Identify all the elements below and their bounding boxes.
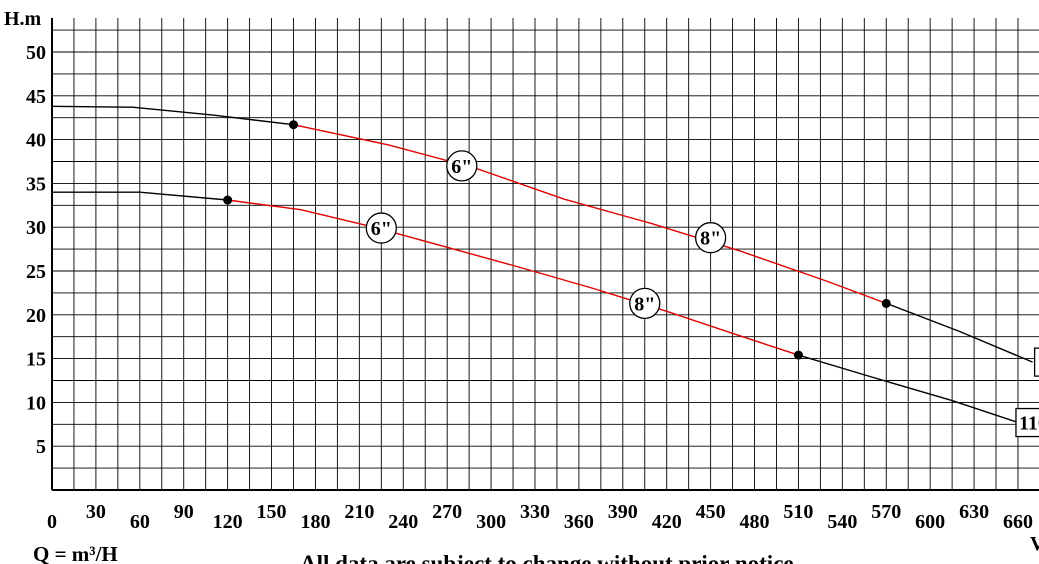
curve-line-left [52,106,294,124]
y-tick-label: 25 [26,261,46,283]
x-tick-label: 90 [174,501,194,523]
x-tick-label: 660 [1003,511,1033,533]
x-tick-label: 60 [130,511,150,533]
operating-point-marker [882,299,891,308]
x-tick-label: 300 [476,511,506,533]
x-tick-label: 420 [652,511,682,533]
y-tick-label: 10 [26,392,46,414]
axes [52,18,1039,490]
x-tick-label: 180 [300,511,330,533]
x-tick-label: 270 [432,501,462,523]
y-tick-label: 45 [26,86,46,108]
x-tick-label: 540 [827,511,857,533]
x-tick-label: 30 [86,501,106,523]
x-axis-label: Q = m³/H [33,542,118,564]
x-tick-label: 330 [520,501,550,523]
y-tick-label: 40 [26,130,46,152]
x-tick-label: 630 [959,501,989,523]
x-tick-label: 480 [740,511,770,533]
x-tick-label: 600 [915,511,945,533]
pipe-size-label: 8" [700,228,721,250]
grid-lines [52,18,1039,490]
y-tick-label: 50 [26,42,46,64]
x-tick-label: 360 [564,511,594,533]
series-1: 6"8"1250 RPM [52,106,1039,376]
y-tick-label: 5 [36,436,46,458]
series-name-label: 1100 RPM [1019,413,1039,435]
operating-point-marker [289,120,298,129]
pipe-size-label: 8" [634,293,655,315]
y-tick-label: 15 [26,349,46,371]
x-tick-label: 150 [257,501,287,523]
y-axis-label: H.m [4,8,42,30]
x-tick-label: 390 [608,501,638,523]
x-tick-label: 210 [344,501,374,523]
y-tick-label: 30 [26,217,46,239]
y-tick-label: 20 [26,305,46,327]
operating-point-marker [794,351,803,360]
x-tick-label: 240 [388,511,418,533]
y-tick-label: 35 [26,173,46,195]
x-tick-label: 450 [696,501,726,523]
x-tick-label: 0 [47,511,57,533]
footnote: All data are subject to change without p… [300,551,794,564]
pipe-size-label: 6" [371,218,392,240]
pipe-size-label: 6" [451,156,472,178]
x-tick-label: 510 [783,501,813,523]
chart-labels: H.m Q = m³/H All data are subject to cha… [4,8,1039,564]
truncated-edge-text: V [1030,533,1039,555]
x-tick-label: 570 [871,501,901,523]
x-tick-label: 120 [213,511,243,533]
operating-point-marker [223,196,232,205]
